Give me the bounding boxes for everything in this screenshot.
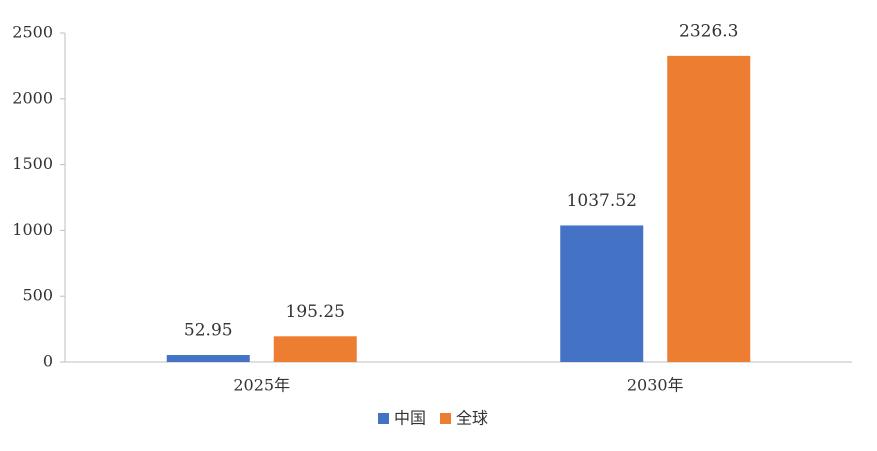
- value-label: 195.25: [286, 302, 345, 322]
- bar: [560, 225, 644, 362]
- x-tick-label: 2025年: [233, 376, 290, 395]
- value-label: 1037.52: [567, 191, 637, 211]
- bar: [667, 55, 751, 363]
- bar: [166, 355, 250, 362]
- legend-swatch: [440, 413, 452, 424]
- value-label: 2326.3: [679, 21, 738, 41]
- legend-swatch: [378, 413, 389, 424]
- y-tick-label: 2500: [12, 23, 53, 42]
- legend-label: 全球: [456, 409, 488, 428]
- value-label: 52.95: [184, 321, 233, 341]
- bar: [273, 336, 357, 362]
- y-tick-label: 500: [22, 286, 53, 305]
- y-tick-label: 0: [43, 352, 53, 371]
- legend-label: 中国: [394, 409, 426, 428]
- y-tick-label: 1000: [12, 220, 53, 239]
- x-tick-label: 2030年: [627, 376, 684, 395]
- y-tick-label: 1500: [12, 154, 53, 173]
- y-tick-label: 2000: [12, 88, 53, 107]
